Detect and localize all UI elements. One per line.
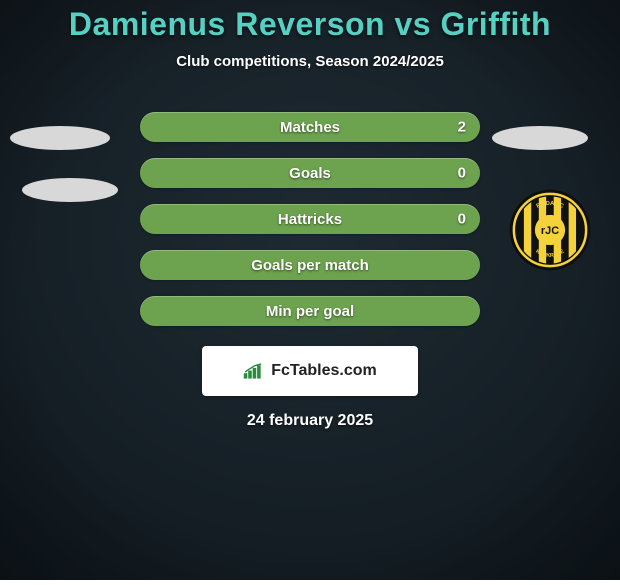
attribution-badge: FcTables.com — [202, 346, 418, 396]
chart-icon — [243, 363, 265, 379]
attribution-text: FcTables.com — [271, 362, 377, 380]
stat-value: 0 — [458, 165, 466, 182]
date-text: 24 february 2025 — [247, 412, 373, 430]
stat-bar: Goals per match — [140, 250, 480, 280]
stat-bar: Hattricks 0 — [140, 204, 480, 234]
stat-label: Min per goal — [266, 303, 354, 320]
stat-bar: Goals 0 — [140, 158, 480, 188]
stat-label: Hattricks — [278, 211, 342, 228]
club-badge-icon: rJC RODA JC KERKRADE — [508, 188, 592, 272]
content: Damienus Reverson vs Griffith Club compe… — [0, 0, 620, 580]
svg-text:rJC: rJC — [541, 225, 559, 237]
page-subtitle: Club competitions, Season 2024/2025 — [176, 53, 444, 70]
stat-label: Matches — [280, 119, 340, 136]
placeholder-ellipse — [22, 178, 118, 202]
placeholder-ellipse — [492, 126, 588, 150]
stats-bars: Matches 2 Goals 0 Hattricks 0 Goals per match M… — [140, 112, 480, 326]
club-badge-avatar: rJC RODA JC KERKRADE — [500, 180, 600, 280]
stat-value: 2 — [458, 119, 466, 136]
page-title: Damienus Reverson vs Griffith — [69, 6, 551, 43]
stat-label: Goals — [289, 165, 331, 182]
stat-bar: Matches 2 — [140, 112, 480, 142]
placeholder-ellipse — [10, 126, 110, 150]
stat-value: 0 — [458, 211, 466, 228]
stat-bar: Min per goal — [140, 296, 480, 326]
stat-label: Goals per match — [251, 257, 369, 274]
